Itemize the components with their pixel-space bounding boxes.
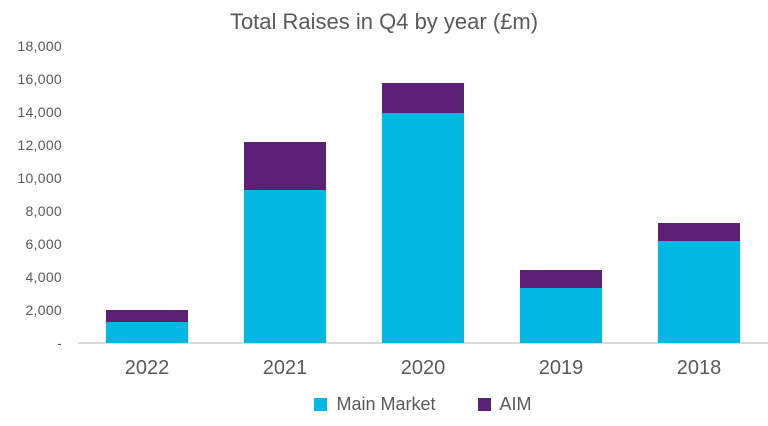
- legend-label: Main Market: [336, 394, 436, 414]
- x-category-label: 2018: [676, 357, 722, 379]
- legend: Main Market AIM: [78, 394, 768, 415]
- bar-segment-2019-main-market: [520, 287, 602, 343]
- x-category-label: 2022: [124, 357, 170, 379]
- bar-segment-2022-aim: [106, 310, 188, 322]
- y-tick-label: 2,000: [25, 302, 62, 318]
- y-tick-label: 8,000: [25, 203, 62, 219]
- y-tick-label: 10,000: [17, 170, 62, 186]
- x-category-label: 2020: [400, 357, 446, 379]
- x-category-label: 2021: [262, 357, 308, 379]
- y-tick-label: 14,000: [17, 104, 62, 120]
- x-axis-line: [78, 342, 768, 344]
- y-tick-label: 12,000: [17, 137, 62, 153]
- bar-segment-2022-main-market: [106, 321, 188, 343]
- y-tick-label: 18,000: [17, 38, 62, 54]
- bar-segment-2020-main-market: [382, 112, 464, 343]
- y-tick-label: 16,000: [17, 71, 62, 87]
- bar-segment-2020-aim: [382, 83, 464, 113]
- legend-item-main-market: Main Market: [314, 394, 436, 415]
- bar-segment-2018-main-market: [658, 240, 740, 343]
- y-tick-label: -: [57, 335, 62, 351]
- legend-item-aim: AIM: [477, 394, 532, 415]
- bar-segment-2021-aim: [244, 141, 326, 190]
- legend-label: AIM: [499, 394, 532, 414]
- bar-segment-2021-main-market: [244, 189, 326, 343]
- bar-segment-2018-aim: [658, 223, 740, 241]
- legend-swatch-icon: [314, 398, 328, 411]
- legend-swatch-icon: [477, 398, 491, 411]
- chart-title: Total Raises in Q4 by year (£m): [229, 9, 539, 34]
- bar-segment-2019-aim: [520, 269, 602, 288]
- x-category-label: 2019: [538, 357, 584, 379]
- y-tick-label: 6,000: [25, 236, 62, 252]
- y-tick-label: 4,000: [25, 269, 62, 285]
